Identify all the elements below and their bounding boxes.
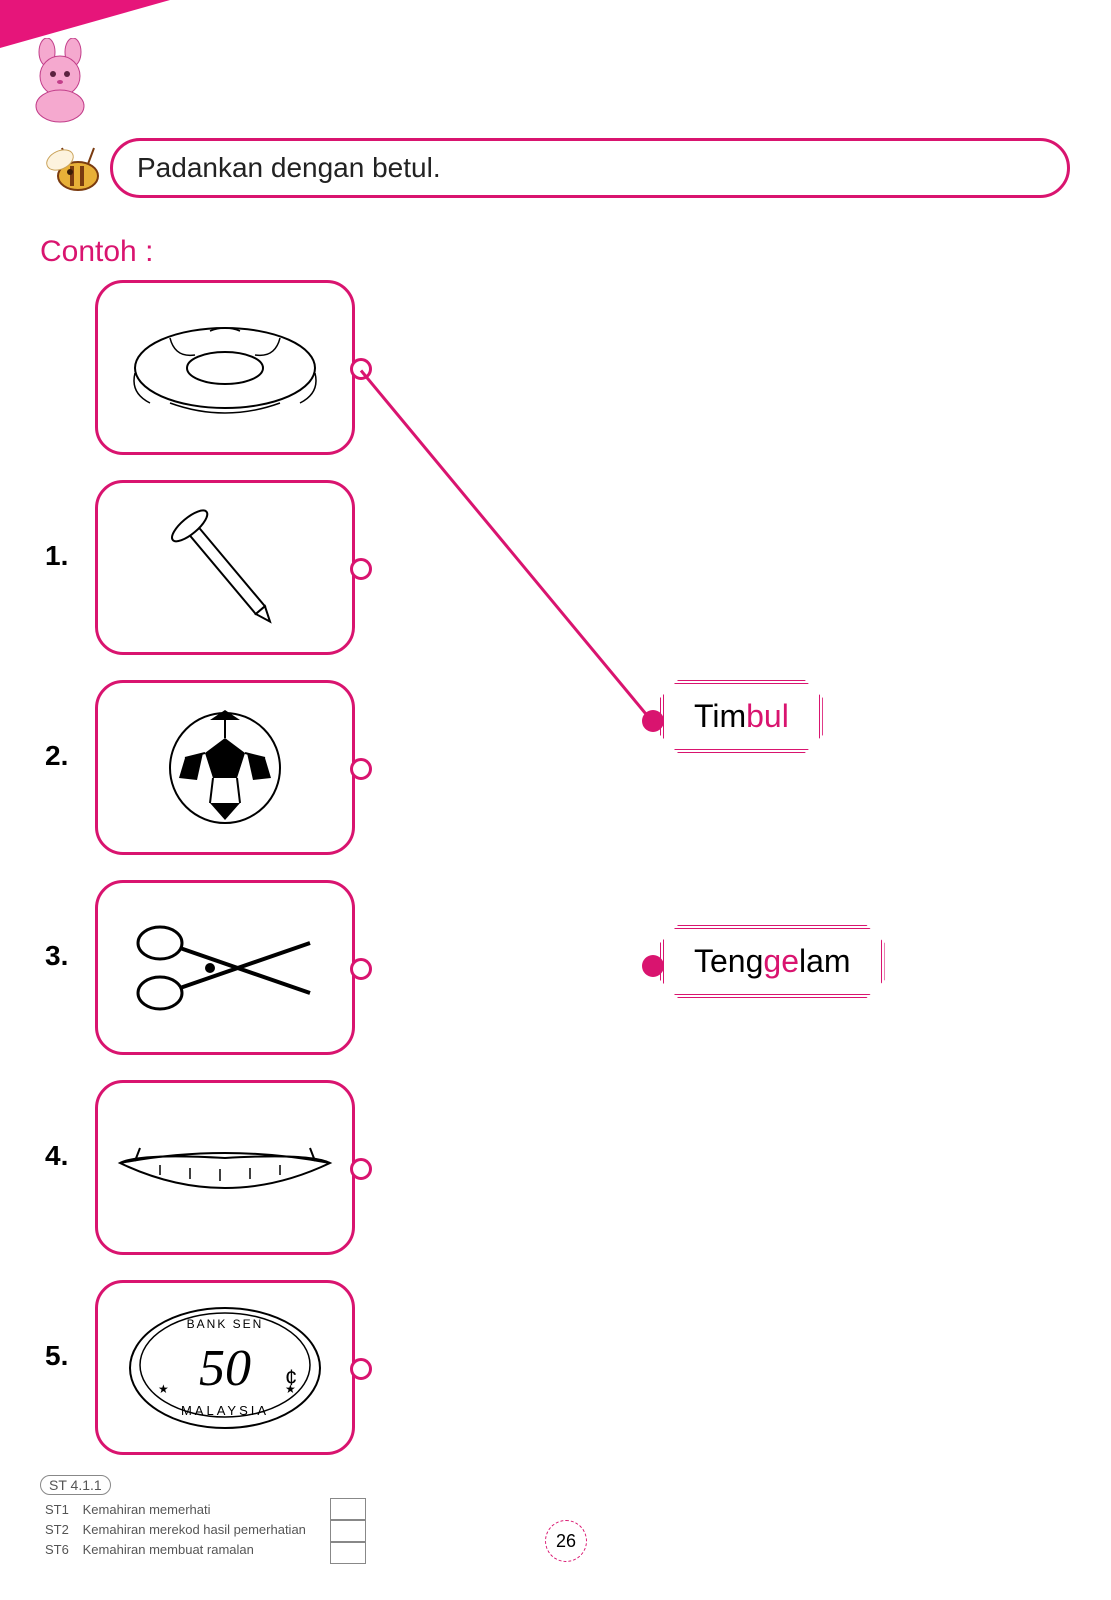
score-box-2[interactable] <box>330 1520 366 1542</box>
bunny-icon <box>25 38 95 123</box>
connector-5[interactable] <box>350 1358 372 1380</box>
item-box-3 <box>95 880 355 1055</box>
soccer-ball-icon <box>155 698 295 838</box>
footer-code-1: ST1 <box>45 1502 79 1517</box>
svg-text:MALAYSIA: MALAYSIA <box>181 1403 269 1418</box>
bee-icon <box>40 138 110 198</box>
footer-code-2: ST2 <box>45 1522 79 1537</box>
float-ring-icon <box>120 303 330 433</box>
footer-text-1: Kemahiran memerhati <box>83 1502 211 1517</box>
answer-timbul[interactable]: Timbul <box>660 680 823 753</box>
answer-tenggelam-pre: Teng <box>694 943 763 979</box>
svg-text:50: 50 <box>199 1340 251 1397</box>
footer-text-3: Kemahiran membuat ramalan <box>83 1542 254 1557</box>
svg-text:BANK SEN: BANK SEN <box>187 1317 264 1331</box>
page-number: 26 <box>545 1520 587 1562</box>
answer-tenggelam-accent: ge <box>763 943 799 979</box>
item-number-4: 4. <box>45 1140 68 1172</box>
item-box-5: 50 ¢ BANK SEN MALAYSIA ★ ★ <box>95 1280 355 1455</box>
answer-timbul-pre: Tim <box>694 698 746 734</box>
answer-tenggelam-post: lam <box>799 943 851 979</box>
footer-line-3: ST6 Kemahiran membuat ramalan <box>45 1542 254 1557</box>
instruction-box: Padankan dengan betul. <box>110 138 1070 198</box>
nail-icon <box>125 493 325 643</box>
score-box-3[interactable] <box>330 1542 366 1564</box>
footer-code-3: ST6 <box>45 1542 79 1557</box>
footer-text-2: Kemahiran merekod hasil pemerhatian <box>83 1522 306 1537</box>
item-number-2: 2. <box>45 740 68 772</box>
connector-4[interactable] <box>350 1158 372 1180</box>
item-box-1 <box>95 480 355 655</box>
score-boxes <box>330 1498 366 1564</box>
connector-1[interactable] <box>350 558 372 580</box>
svg-text:★: ★ <box>158 1382 169 1396</box>
connector-3[interactable] <box>350 958 372 980</box>
score-box-1[interactable] <box>330 1498 366 1520</box>
answer-timbul-accent: bul <box>746 698 789 734</box>
item-box-4 <box>95 1080 355 1255</box>
item-box-2 <box>95 680 355 855</box>
instruction-text: Padankan dengan betul. <box>137 152 441 184</box>
item-number-1: 1. <box>45 540 68 572</box>
example-label: Contoh : <box>40 235 153 269</box>
svg-text:★: ★ <box>285 1382 296 1396</box>
item-number-3: 3. <box>45 940 68 972</box>
footer-line-1: ST1 Kemahiran memerhati <box>45 1502 211 1517</box>
boat-icon <box>110 1113 340 1223</box>
item-box-example <box>95 280 355 455</box>
scissors-icon <box>120 898 330 1038</box>
answer-dot-tenggelam[interactable] <box>642 955 664 977</box>
standard-code-capsule: ST 4.1.1 <box>40 1475 111 1495</box>
connector-2[interactable] <box>350 758 372 780</box>
footer-line-2: ST2 Kemahiran merekod hasil pemerhatian <box>45 1522 306 1537</box>
answer-tenggelam[interactable]: Tenggelam <box>660 925 885 998</box>
coin-icon: 50 ¢ BANK SEN MALAYSIA ★ ★ <box>120 1293 330 1443</box>
item-number-5: 5. <box>45 1340 68 1372</box>
example-match-line <box>360 370 654 724</box>
